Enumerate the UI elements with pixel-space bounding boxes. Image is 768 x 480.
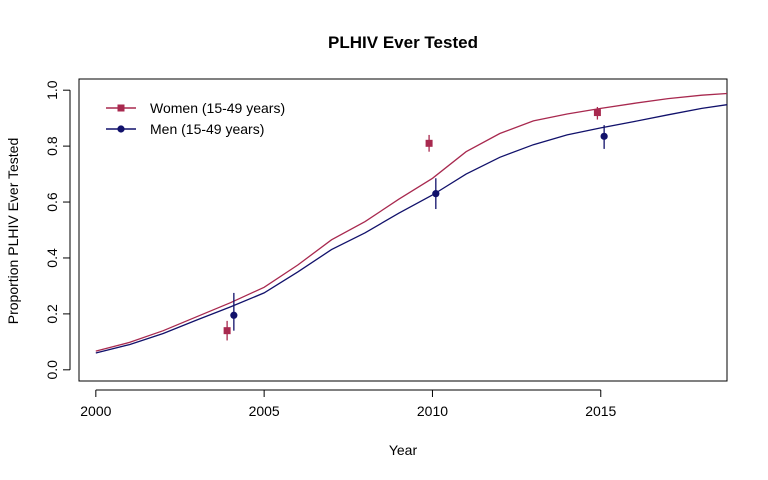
women-point xyxy=(426,140,433,147)
y-tick-label: 0.4 xyxy=(44,248,60,268)
y-tick-label: 0.6 xyxy=(44,192,60,212)
chart-title: PLHIV Ever Tested xyxy=(328,33,478,52)
women-point xyxy=(224,327,231,334)
legend-marker-men xyxy=(117,125,124,132)
x-tick-label: 2005 xyxy=(249,403,280,419)
legend-marker-women xyxy=(118,105,125,112)
y-axis-label: Proportion PLHIV Ever Tested xyxy=(5,138,21,325)
x-axis: 2000 2005 2010 2015 xyxy=(80,390,616,419)
y-tick-label: 0.2 xyxy=(44,304,60,324)
x-tick-label: 2000 xyxy=(80,403,111,419)
men-point xyxy=(230,312,237,319)
x-tick-label: 2010 xyxy=(417,403,448,419)
y-axis: 0.0 0.2 0.4 0.6 0.8 1.0 xyxy=(44,80,70,379)
legend-label-men: Men (15-49 years) xyxy=(150,121,264,137)
y-tick-label: 0.8 xyxy=(44,136,60,156)
legend: Women (15-49 years) Men (15-49 years) xyxy=(106,100,285,137)
x-tick-label: 2015 xyxy=(585,403,616,419)
x-axis-label: Year xyxy=(389,442,418,458)
y-tick-label: 1.0 xyxy=(44,80,60,100)
men-trend-line xyxy=(96,105,727,353)
women-point xyxy=(594,109,601,116)
men-point xyxy=(432,190,439,197)
men-point xyxy=(601,133,608,140)
legend-label-women: Women (15-49 years) xyxy=(150,100,285,116)
y-tick-label: 0.0 xyxy=(44,360,60,380)
